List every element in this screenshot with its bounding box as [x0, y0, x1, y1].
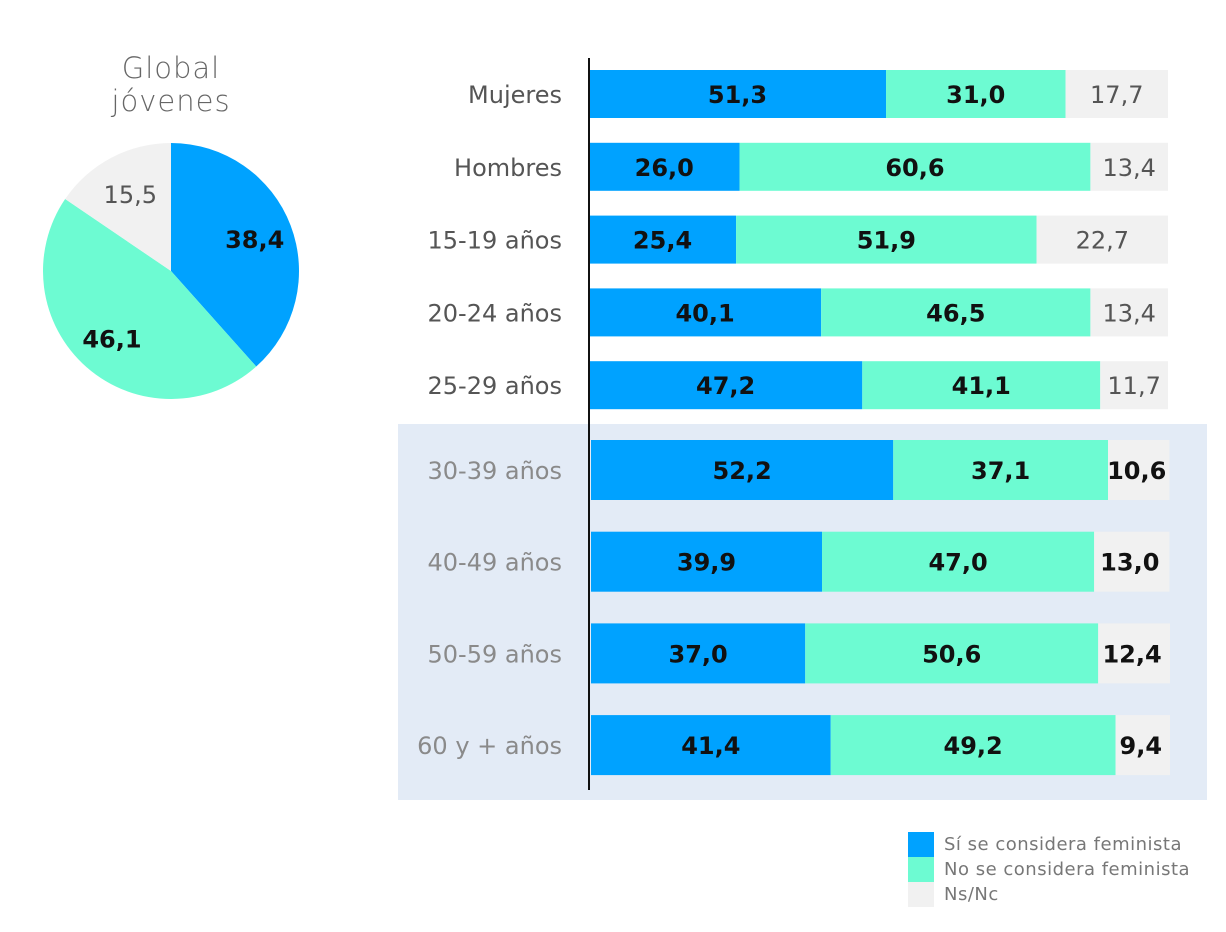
bar-value-label: 51,9 [857, 227, 916, 255]
bar-value-label: 11,7 [1107, 372, 1160, 400]
pie-slice-label: 38,4 [225, 226, 284, 254]
bar-segment [893, 440, 1109, 500]
bar-value-label: 13,0 [1100, 549, 1159, 577]
bar-segment [1036, 215, 1168, 264]
bar-segment [886, 70, 1066, 118]
bar-segment [739, 142, 1091, 191]
pie-title-line-1: Global [121, 51, 221, 85]
bar-value-label: 49,2 [944, 732, 1003, 760]
bar-value-label: 31,0 [946, 81, 1005, 109]
bar-segment [1090, 288, 1168, 337]
legend-item-nsnc: Ns/Nc [908, 882, 1190, 907]
bar-value-label: 17,7 [1090, 81, 1143, 109]
category-label: 25-29 años [428, 372, 562, 400]
legend-item-si: Sí se considera feminista [908, 832, 1190, 857]
bar-segment [822, 531, 1095, 592]
bar-value-label: 13,4 [1102, 154, 1155, 182]
bar-value-label: 13,4 [1102, 299, 1155, 327]
bar-segment [1115, 715, 1170, 776]
pie-slice-label: 46,1 [82, 325, 141, 353]
bar-segment [589, 215, 737, 264]
legend-label: No se considera feminista [944, 859, 1191, 880]
bar-value-label: 37,1 [971, 457, 1030, 485]
pie-title: Global jóvenes [40, 52, 302, 118]
bar-value-label: 47,2 [696, 372, 755, 400]
bar-value-label: 60,6 [885, 154, 944, 182]
bar-segment [591, 440, 894, 500]
legend-swatch [908, 857, 934, 882]
bar-value-label: 52,2 [713, 457, 772, 485]
bar-segment [591, 623, 806, 684]
category-label: Hombres [454, 154, 562, 182]
bar-segment [591, 715, 831, 776]
bar-value-label: 47,0 [928, 549, 987, 577]
bar-segment [830, 715, 1116, 776]
bar-segment [591, 531, 823, 592]
category-label: 30-39 años [428, 457, 562, 485]
category-label: 15-19 años [428, 227, 562, 255]
bar-value-label: 10,6 [1107, 457, 1166, 485]
bar-segment [1065, 70, 1168, 118]
pie-title-line-2: jóvenes [111, 84, 231, 118]
bar-segment [736, 215, 1037, 264]
bar-segment [862, 361, 1101, 410]
category-label: 40-49 años [428, 549, 562, 577]
bar-segment [805, 623, 1099, 684]
bar-value-label: 22,7 [1076, 227, 1129, 255]
bar-value-label: 40,1 [675, 299, 734, 327]
bar-value-label: 25,4 [633, 227, 692, 255]
bar-segment [589, 70, 887, 118]
bar-value-label: 51,3 [708, 81, 767, 109]
legend-swatch [908, 882, 934, 907]
bar-segment [1090, 142, 1168, 191]
bar-value-label: 41,1 [952, 372, 1011, 400]
bar-segment [1098, 623, 1170, 684]
bar-segment [1100, 361, 1168, 410]
bar-value-label: 12,4 [1102, 640, 1161, 668]
pie-slice-label: 15,5 [104, 181, 157, 209]
bar-segment [1094, 531, 1170, 592]
category-label: 50-59 años [428, 640, 562, 668]
legend-swatch [908, 832, 934, 857]
bar-value-label: 26,0 [635, 154, 694, 182]
legend-label: Ns/Nc [944, 884, 999, 905]
pie-slice [171, 143, 299, 367]
bar-value-label: 41,4 [681, 732, 740, 760]
bar-segment [821, 288, 1091, 337]
bar-segment [589, 142, 740, 191]
bar-value-label: 46,5 [926, 299, 985, 327]
bar-segment [589, 361, 863, 410]
bar-value-label: 39,9 [677, 549, 736, 577]
legend-label: Sí se considera feminista [944, 834, 1182, 855]
pie-slice [65, 143, 171, 271]
category-label: Mujeres [468, 81, 562, 109]
category-label: 20-24 años [428, 299, 562, 327]
pie-slice [43, 199, 257, 399]
bar-value-label: 37,0 [669, 640, 728, 668]
category-label: 60 y + años [417, 732, 562, 760]
legend: Sí se considera feminista No se consider… [908, 832, 1190, 907]
bar-value-label: 9,4 [1120, 732, 1163, 760]
bar-segment [589, 288, 822, 337]
bar-value-label: 50,6 [922, 640, 981, 668]
bar-segment [1108, 440, 1170, 500]
legend-item-no: No se considera feminista [908, 857, 1190, 882]
